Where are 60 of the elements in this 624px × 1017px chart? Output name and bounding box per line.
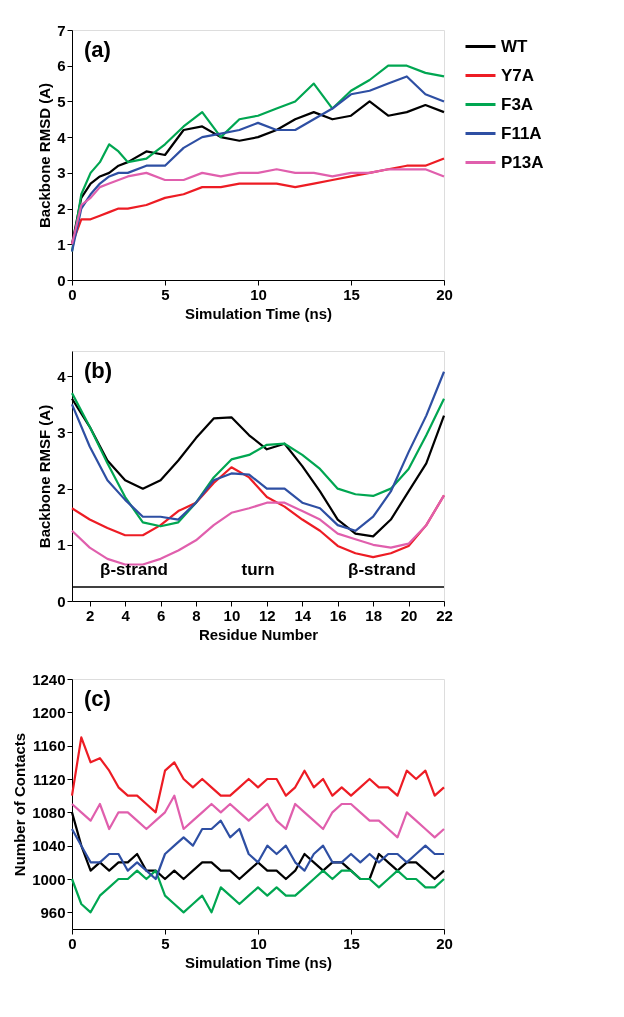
y-tick-label: 1120 [32,770,66,788]
y-axis-title: Number of Contacts [11,732,29,877]
y-tick-label: 4 [57,367,67,385]
y-tick-label: 1 [57,536,66,554]
y-tick-label: 3 [57,164,66,182]
y-tick-label: 1 [57,235,66,253]
y-tick-label: 0 [57,592,66,610]
x-tick-label: 8 [192,606,201,624]
x-tick-label: 16 [329,606,347,624]
annotation: β-strand [348,560,416,579]
x-tick-label: 6 [156,606,166,624]
legend-label: F11A [501,123,542,143]
y-tick-label: 1160 [32,737,66,755]
x-tick-label: 15 [343,934,360,952]
line-series [70,736,446,814]
legend-label: WT [501,36,529,56]
y-axis-title: Backbone RMSF (A) [36,404,54,549]
y-tick-label: 1040 [32,837,66,855]
y-tick-label: 3 [57,423,66,441]
y-tick-label: 2 [57,480,66,498]
x-tick-label: 5 [161,934,170,952]
x-tick-label: 15 [343,285,360,303]
x-tick-label: 4 [121,606,131,624]
x-tick-label: 2 [86,606,95,624]
x-tick-label: 10 [223,606,241,624]
chart-title: (c) [84,686,111,711]
y-tick-label: 4 [57,128,67,146]
chart-title: (b) [84,358,113,383]
y-tick-label: 6 [57,57,66,75]
x-tick-label: 22 [436,606,453,624]
y-tick-label: 1240 [32,670,66,688]
x-axis-title: Simulation Time (ns) [184,304,333,322]
legend-label: Y7A [501,65,535,85]
y-tick-label: 2 [57,200,66,218]
y-tick-label: 0 [57,271,66,289]
annotation: β-strand [100,560,168,579]
y-tick-label: 1080 [32,803,66,821]
y-tick-label: 1000 [32,870,66,888]
y-tick-label: 7 [57,21,66,39]
x-tick-label: 20 [436,934,453,952]
x-tick-label: 10 [250,934,267,952]
x-tick-label: 20 [400,606,418,624]
x-tick-label: 12 [259,606,276,624]
line-series [70,794,446,839]
line-series [70,869,446,914]
x-tick-label: 14 [294,606,312,624]
x-tick-label: 18 [365,606,382,624]
x-tick-label: 20 [436,285,453,303]
legend-label: P13A [501,152,544,172]
x-tick-label: 10 [250,285,267,303]
legend-label: F3A [501,94,534,114]
annotation: turn [241,560,275,579]
y-tick-label: 1200 [32,703,66,721]
x-tick-label: 5 [161,285,170,303]
y-tick-label: 960 [40,903,66,921]
y-tick-label: 5 [57,92,66,110]
x-axis-title: Simulation Time (ns) [184,953,333,971]
y-axis-title: Backbone RMSD (A) [36,82,54,229]
chart-title: (a) [84,37,111,62]
x-axis-title: Residue Number [198,625,319,643]
